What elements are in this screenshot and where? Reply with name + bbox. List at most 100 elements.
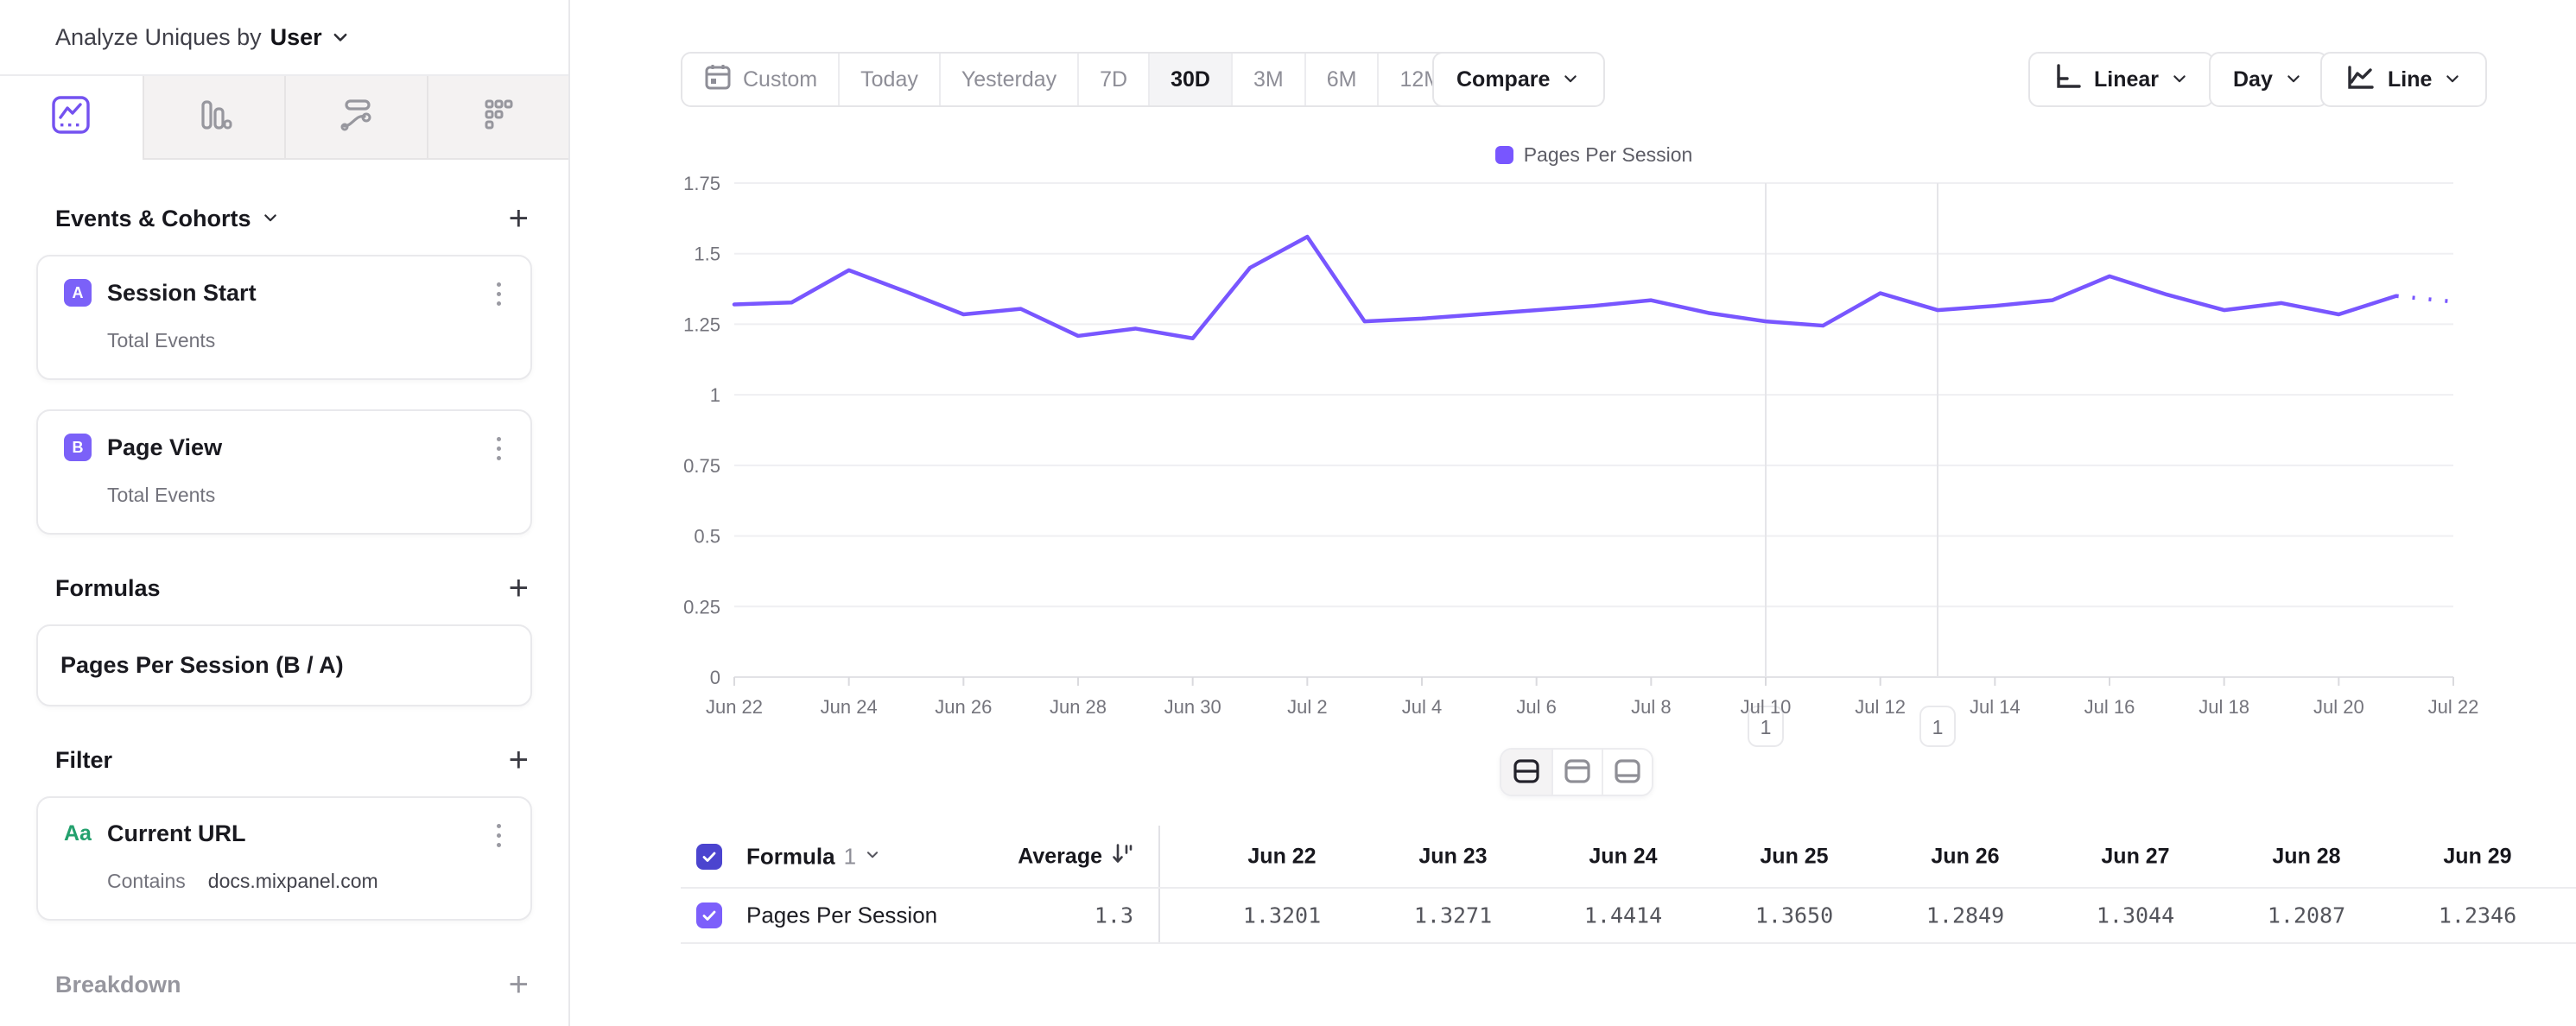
y-axis-tick-label: 0.75 (683, 455, 720, 477)
date-column-header[interactable]: Jun 24 (1589, 844, 1658, 868)
x-axis-tick-label: Jul 12 (1855, 696, 1906, 718)
chevron-down-icon (262, 209, 281, 228)
date-column-header[interactable]: Jun 26 (1931, 844, 2000, 868)
compare-button[interactable]: Compare (1432, 52, 1606, 107)
range-3m-button[interactable]: 3M (1230, 54, 1304, 105)
y-axis-tick-label: 1 (710, 384, 720, 406)
add-event-icon[interactable]: + (508, 200, 529, 238)
x-axis-tick-label: Jun 30 (1164, 696, 1221, 718)
chevron-down-icon (2285, 70, 2304, 89)
event-card-session-start[interactable]: A Session Start Total Events (36, 255, 532, 380)
table-header-row: Formula 1 Average Jun 22 Jun 23 Jun 24 J… (681, 826, 2576, 889)
results-table: Formula 1 Average Jun 22 Jun 23 Jun 24 J… (681, 826, 2576, 944)
range-today-button[interactable]: Today (838, 54, 939, 105)
table-value: 1.2346 (2438, 902, 2517, 928)
date-column-header[interactable]: Jun 25 (1760, 844, 1829, 868)
date-column-header[interactable]: Jun 27 (2101, 844, 2170, 868)
filter-value[interactable]: docs.mixpanel.com (207, 870, 378, 892)
add-filter-icon[interactable]: + (508, 741, 529, 779)
formula-header-dropdown[interactable]: Formula 1 (746, 843, 884, 870)
range-custom-button[interactable]: Custom (682, 54, 839, 105)
annotation-badge[interactable] (1748, 706, 1784, 747)
line-chart[interactable]: 0 0.25 0.5 0.75 1 1.25 1.5 1.75 1 1 Jun 22 Jun 24 Ju… (570, 121, 2576, 764)
filter-card-current-url[interactable]: Aa Current URL Contains docs.mixpanel.co… (36, 796, 532, 921)
series-line[interactable] (732, 234, 2398, 341)
filter-operator[interactable]: Contains (107, 870, 186, 892)
table-value: 1.4414 (1583, 902, 1663, 928)
x-axis-tick-label: Jul 10 (1741, 696, 1792, 718)
range-7d-button[interactable]: 7D (1077, 54, 1149, 105)
x-axis-tick-label: Jul 2 (1287, 696, 1327, 718)
select-all-checkbox[interactable] (696, 843, 722, 870)
kebab-menu-icon[interactable] (485, 282, 511, 306)
table-value: 1.3650 (1754, 902, 1834, 928)
layout-table-only-button[interactable] (1602, 750, 1652, 795)
analyze-by-control[interactable]: Analyze Uniques by User (0, 0, 568, 76)
tab-retention[interactable] (426, 76, 568, 160)
sort-descending-icon (1111, 841, 1133, 871)
x-axis-tick-label: Jun 28 (1050, 696, 1107, 718)
formulas-title: Formulas (55, 574, 161, 601)
tab-insights-line[interactable] (0, 76, 143, 160)
event-letter-chip: B (64, 434, 92, 461)
layout-chart-only-button[interactable] (1551, 750, 1602, 795)
x-axis-tick-label: Jul 18 (2198, 696, 2249, 718)
table-value: 1.2087 (2267, 902, 2346, 928)
tab-bar-chart[interactable] (142, 76, 284, 160)
y-axis-tick-label: 1.75 (683, 173, 720, 194)
series-name[interactable]: Pages Per Session (746, 902, 938, 928)
chevron-down-icon (865, 847, 884, 866)
event-card-page-view[interactable]: B Page View Total Events (36, 409, 532, 535)
formula-card[interactable]: Pages Per Session (B / A) (36, 624, 532, 706)
legend-swatch (1494, 146, 1513, 164)
date-column-header[interactable]: Jun 23 (1418, 844, 1488, 868)
table-value: 1.3271 (1413, 902, 1493, 928)
analyze-by-value[interactable]: User (270, 23, 322, 50)
average-column-header[interactable]: Average (905, 841, 1133, 871)
range-6m-button[interactable]: 6M (1304, 54, 1378, 105)
chart-style-button[interactable]: Line (2320, 52, 2488, 107)
table-bottom-view-icon (1614, 758, 1641, 787)
kebab-menu-icon[interactable] (485, 437, 511, 460)
annotation-badge[interactable] (1919, 706, 1956, 747)
layout-split-button[interactable] (1501, 750, 1551, 795)
breakdown-title: Breakdown (55, 971, 181, 998)
series-line-incomplete (2395, 294, 2454, 304)
event-letter-chip: A (64, 279, 92, 307)
chart-legend: Pages Per Session (734, 143, 2453, 167)
event-measure[interactable]: Total Events (107, 329, 216, 352)
chevron-down-icon (331, 28, 350, 47)
kebab-menu-icon[interactable] (485, 824, 511, 847)
x-axis-tick-label: Jun 24 (821, 696, 878, 718)
time-interval-button[interactable]: Day (2209, 52, 2328, 107)
range-30d-button[interactable]: 30D (1148, 54, 1231, 105)
x-axis-tick-label: Jul 22 (2428, 696, 2479, 718)
chart-top-view-icon (1564, 758, 1591, 787)
flows-icon (336, 95, 376, 139)
y-axis-tick-label: 1.5 (694, 244, 720, 265)
date-column-header[interactable]: Jun 22 (1247, 844, 1317, 868)
split-view-icon (1513, 758, 1540, 787)
y-axis-scale-button[interactable]: Linear (2028, 52, 2215, 107)
x-axis-tick-label: Jul 8 (1631, 696, 1671, 718)
table-value: 1.3201 (1242, 902, 1322, 928)
event-measure[interactable]: Total Events (107, 484, 216, 506)
range-yesterday-button[interactable]: Yesterday (938, 54, 1078, 105)
date-column-header[interactable]: Jun 28 (2272, 844, 2341, 868)
chevron-down-icon (2171, 70, 2190, 89)
linear-axis-icon (2053, 62, 2082, 98)
series-checkbox[interactable] (696, 902, 722, 928)
y-axis-tick-label: 0.25 (683, 596, 720, 618)
x-axis-tick-label: Jul 16 (2084, 696, 2135, 718)
legend-item-pages-per-session[interactable]: Pages Per Session (1494, 143, 1692, 167)
events-cohorts-title[interactable]: Events & Cohorts (55, 206, 281, 232)
y-axis-tick-label: 0 (710, 667, 720, 688)
date-column-header[interactable]: Jun 29 (2443, 844, 2512, 868)
tab-flows[interactable] (284, 76, 427, 160)
table-column-divider (1158, 826, 1160, 944)
add-formula-icon[interactable]: + (508, 569, 529, 607)
x-axis-tick-label: Jun 22 (706, 696, 763, 718)
add-breakdown-icon[interactable]: + (508, 966, 529, 1004)
query-builder-sections: Events & Cohorts + A Session Start Total… (0, 160, 568, 1009)
